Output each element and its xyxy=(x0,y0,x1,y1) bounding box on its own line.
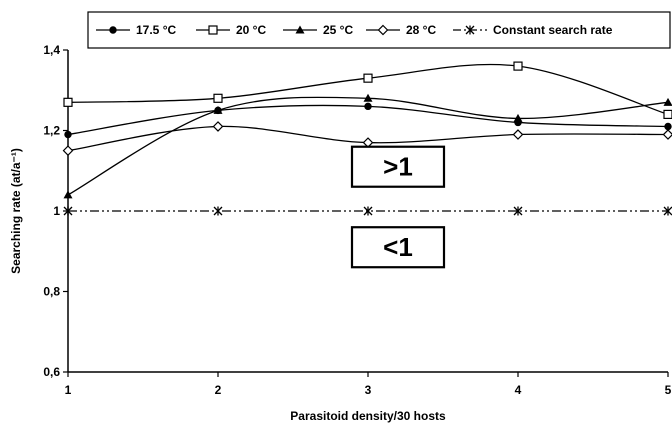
legend-item: 25 °C xyxy=(283,23,353,37)
legend-label: 20 °C xyxy=(236,23,266,37)
data-point xyxy=(662,129,672,140)
legend-marker xyxy=(377,24,389,36)
legend-marker xyxy=(465,25,475,35)
series-4 xyxy=(62,121,672,156)
data-point xyxy=(363,73,373,83)
legend-items: 17.5 °C 20 °C 25 °C 28 °C Constant search ra… xyxy=(96,23,613,37)
data-point xyxy=(513,113,523,122)
data-point xyxy=(213,93,223,103)
series-3 xyxy=(63,93,672,199)
data-point xyxy=(513,206,523,216)
data-point xyxy=(63,190,73,199)
legend-item: 17.5 °C xyxy=(96,23,176,37)
data-point xyxy=(62,145,74,156)
legend: 17.5 °C 20 °C 25 °C 28 °C Constant search ra… xyxy=(87,11,671,49)
data-point xyxy=(213,206,223,216)
data-point xyxy=(64,130,72,139)
annotation-box: >1 xyxy=(350,145,446,188)
data-point xyxy=(664,122,672,131)
y-tick-label: 1 xyxy=(53,204,60,218)
series-2 xyxy=(63,61,672,120)
series-1 xyxy=(64,102,672,139)
data-point xyxy=(212,121,224,132)
data-point xyxy=(213,105,223,114)
legend-marker xyxy=(109,26,117,34)
x-ticks: 1 2 3 4 5 xyxy=(65,372,672,397)
annotation-layer: >1 <1 xyxy=(350,145,446,269)
legend-item: 28 °C xyxy=(366,23,436,37)
x-tick-label: 3 xyxy=(365,383,372,397)
annotation-label: <1 xyxy=(383,232,413,262)
x-tick-label: 4 xyxy=(515,383,522,397)
legend-item: Constant search rate xyxy=(453,23,613,37)
data-point xyxy=(663,206,672,216)
x-tick-label: 2 xyxy=(215,383,222,397)
legend-item: 20 °C xyxy=(196,23,266,37)
data-point xyxy=(512,129,524,140)
annotation-label: >1 xyxy=(383,152,413,182)
legend-label: 28 °C xyxy=(406,23,436,37)
data-point xyxy=(363,206,373,216)
legend-label: 17.5 °C xyxy=(136,23,176,37)
y-tick-label: 0,8 xyxy=(43,285,60,299)
x-tick-label: 1 xyxy=(65,383,72,397)
data-point xyxy=(663,97,672,106)
legend-marker xyxy=(208,25,218,35)
series-5 xyxy=(63,206,672,216)
annotation-box: <1 xyxy=(350,226,446,269)
legend-label: Constant search rate xyxy=(493,23,613,37)
y-ticks: 0,6 0,8 1 1,2 1,4 xyxy=(43,43,68,379)
x-tick-label: 5 xyxy=(665,383,672,397)
y-tick-label: 1,4 xyxy=(43,43,60,57)
data-point xyxy=(513,61,523,71)
legend-label: 25 °C xyxy=(323,23,353,37)
y-axis-title: Searching rate (at/a⁻¹) xyxy=(9,148,23,274)
y-tick-label: 1,2 xyxy=(43,124,60,138)
data-point xyxy=(63,206,73,216)
data-point xyxy=(364,102,372,111)
data-point xyxy=(663,109,672,120)
data-point xyxy=(63,97,73,107)
legend-marker xyxy=(295,25,305,34)
x-axis-title: Parasitoid density/30 hosts xyxy=(290,409,446,423)
data-point xyxy=(363,93,373,102)
y-tick-label: 0,6 xyxy=(43,365,60,379)
series-layer xyxy=(62,61,672,216)
